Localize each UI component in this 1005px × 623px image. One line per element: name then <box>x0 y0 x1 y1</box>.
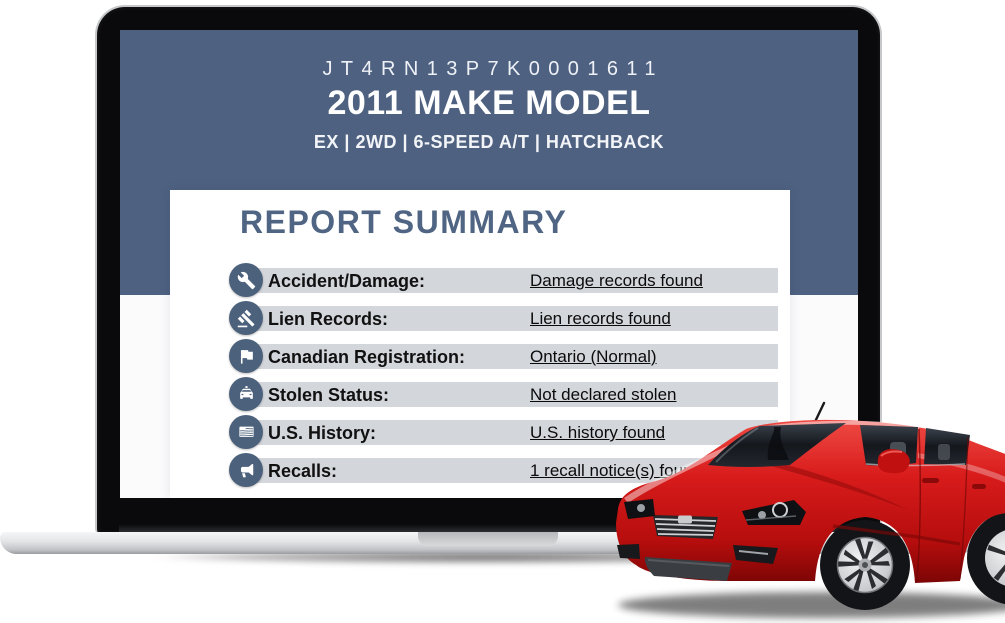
row-label: Stolen Status: <box>268 385 390 405</box>
row-value-link[interactable]: Damage records found <box>530 271 703 290</box>
vehicle-title: 2011 MAKE MODEL <box>327 84 651 122</box>
rear-wheel <box>967 511 1005 605</box>
row-label: Lien Records: <box>268 309 389 329</box>
front-wheel <box>820 520 910 610</box>
summary-rows: Accident/Damage: Damage records found Li… <box>170 263 790 496</box>
row-label: Canadian Registration: <box>268 347 466 367</box>
row-value-link[interactable]: U.S. history found <box>530 423 666 442</box>
report-summary-card: REPORT SUMMARY Accident/Damage: Damage r… <box>170 190 790 498</box>
us-flag-icon <box>229 415 263 449</box>
report-summary-heading: REPORT SUMMARY <box>240 204 568 240</box>
summary-row-us-history: U.S. History: U.S. history found <box>170 415 790 449</box>
row-value-link[interactable]: Ontario (Normal) <box>530 347 657 366</box>
megaphone-icon <box>229 453 263 487</box>
laptop-base-notch <box>418 532 558 546</box>
wrench-icon <box>229 263 263 297</box>
summary-row-canadian-registration: Canadian Registration: Ontario (Normal) <box>170 339 790 373</box>
row-value-link[interactable]: Lien records found <box>530 309 671 328</box>
row-bar <box>242 420 778 445</box>
row-label: Accident/Damage: <box>268 271 426 291</box>
laptop-hinge <box>119 524 858 533</box>
fog-light-right <box>733 545 778 564</box>
headlight-left <box>624 499 655 519</box>
headlight-right <box>742 500 806 525</box>
summary-row-stolen-status: Stolen Status: Not declared stolen <box>170 377 790 411</box>
summary-row-accident-damage: Accident/Damage: Damage records found <box>170 263 790 297</box>
row-bar <box>242 344 778 369</box>
vin-text: JT4RN13P7K0001611 <box>322 58 664 80</box>
grille <box>653 515 718 539</box>
row-value-link[interactable]: 1 recall notice(s) found <box>530 461 702 480</box>
flag-icon <box>229 339 263 373</box>
row-bar <box>242 268 778 293</box>
red-car-illustration <box>616 401 1005 618</box>
row-label: U.S. History: <box>268 423 377 443</box>
vehicle-trim-line: EX | 2WD | 6-SPEED A/T | HATCHBACK <box>313 132 665 152</box>
row-label: Recalls: <box>268 461 338 481</box>
bumper-skid <box>644 557 732 581</box>
summary-row-lien-records: Lien Records: Lien records found <box>170 301 790 335</box>
report-screen: JT4RN13P7K0001611 2011 MAKE MODEL EX | 2… <box>120 30 858 498</box>
police-car-icon <box>229 377 263 411</box>
row-value-link[interactable]: Not declared stolen <box>530 385 677 404</box>
fog-light-left <box>617 544 640 559</box>
gavel-icon <box>229 301 263 335</box>
row-bar <box>242 382 778 407</box>
row-bar <box>242 306 778 331</box>
side-mirror <box>877 449 910 474</box>
